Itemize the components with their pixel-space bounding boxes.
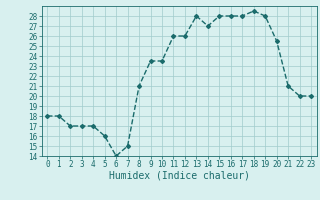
X-axis label: Humidex (Indice chaleur): Humidex (Indice chaleur) <box>109 171 250 181</box>
